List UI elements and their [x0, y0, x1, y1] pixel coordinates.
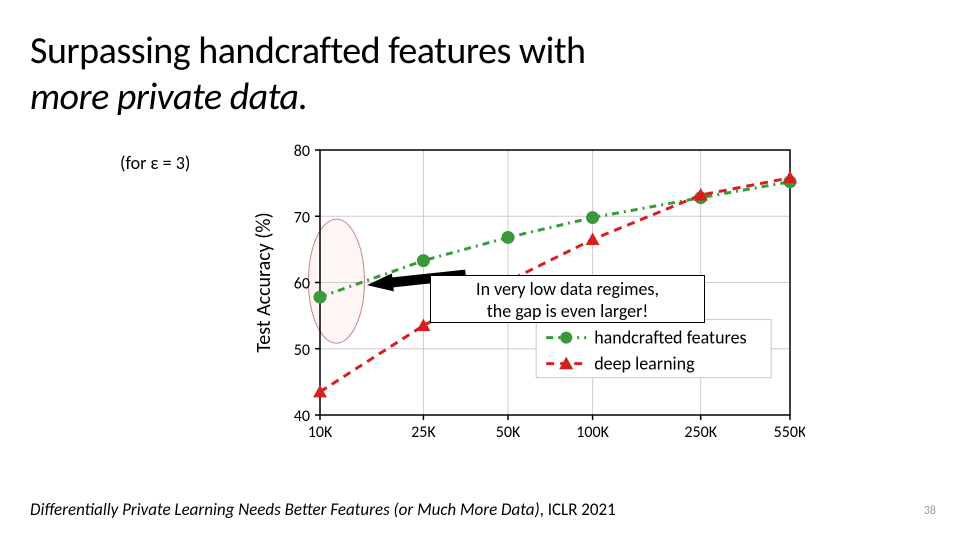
svg-text:50K: 50K [496, 423, 521, 442]
svg-text:10K: 10K [308, 423, 333, 442]
svg-text:handcrafted features: handcrafted features [594, 327, 746, 349]
citation-rest: , ICLR 2021 [540, 499, 616, 520]
citation-italic: Differentially Private Learning Needs Be… [30, 499, 540, 520]
title-line-1: Surpassing handcrafted features with [30, 28, 586, 74]
svg-text:deep learning: deep learning [594, 353, 695, 375]
svg-text:70: 70 [294, 208, 310, 227]
page-number: 38 [924, 504, 936, 518]
svg-text:80: 80 [294, 142, 310, 161]
svg-text:550K: 550K [774, 423, 805, 442]
svg-text:Test Accuracy (%): Test Accuracy (%) [252, 212, 276, 352]
callout-line-2: the gap is even larger! [435, 300, 700, 322]
svg-text:25K: 25K [411, 423, 436, 442]
svg-text:60: 60 [294, 275, 310, 294]
callout-line-1: In very low data regimes, [435, 278, 700, 300]
svg-text:50: 50 [294, 341, 310, 360]
title-line-2: more private data. [30, 74, 586, 120]
svg-text:100K: 100K [576, 423, 609, 442]
citation: Differentially Private Learning Needs Be… [30, 499, 616, 520]
subtitle: (for ε = 3) [120, 152, 190, 174]
svg-text:250K: 250K [684, 423, 717, 442]
callout-box: In very low data regimes, the gap is eve… [430, 275, 705, 323]
slide-title: Surpassing handcrafted features with mor… [30, 28, 586, 120]
